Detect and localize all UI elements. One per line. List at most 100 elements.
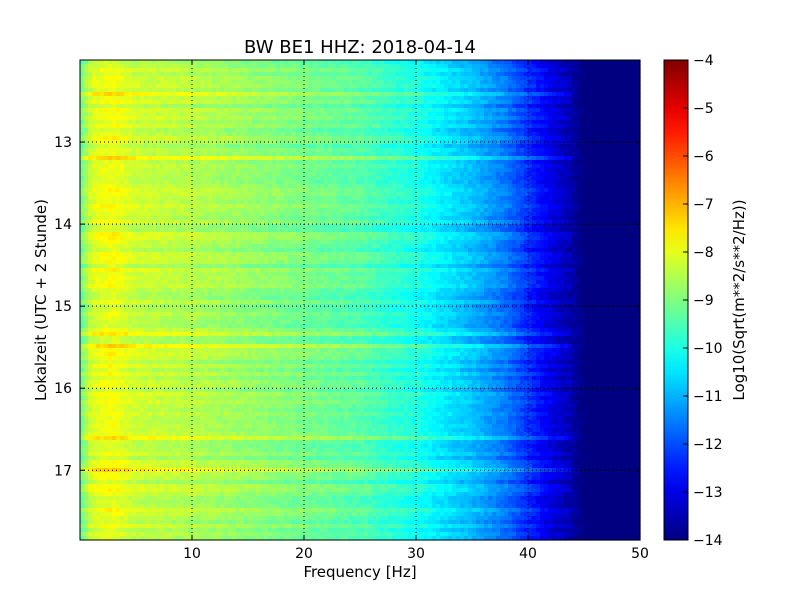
heatmap-cell [168,144,173,149]
heatmap-cell [356,120,361,125]
heatmap-cell [400,92,405,97]
heatmap-cell [612,132,617,137]
heatmap-cell [396,92,401,97]
heatmap-cell [544,148,549,153]
heatmap-cell [528,132,533,137]
heatmap-cell [408,100,413,105]
heatmap-cell [220,72,225,77]
heatmap-cell [144,100,149,105]
heatmap-cell [296,172,301,177]
heatmap-cell [248,88,253,93]
heatmap-cell [292,148,297,153]
heatmap-cell [460,92,465,97]
heatmap-cell [196,120,201,125]
heatmap-cell [348,152,353,157]
heatmap-cell [620,172,625,177]
heatmap-cell [112,160,117,165]
heatmap-cell [604,60,609,65]
heatmap-cell [260,84,265,89]
heatmap-cell [492,144,497,149]
heatmap-cell [324,100,329,105]
heatmap-cell [116,156,121,161]
heatmap-cell [324,144,329,149]
heatmap-cell [528,72,533,77]
heatmap-cell [304,100,309,105]
heatmap-cell [288,120,293,125]
heatmap-cell [324,112,329,117]
heatmap-cell [424,152,429,157]
heatmap-cell [444,156,449,161]
heatmap-cell [448,196,453,201]
heatmap-cell [588,60,593,65]
heatmap-cell [332,140,337,145]
heatmap-cell [216,60,221,65]
heatmap-cell [204,84,209,89]
heatmap-cell [260,192,265,197]
heatmap-cell [276,184,281,189]
heatmap-cell [364,88,369,93]
heatmap-cell [608,188,613,193]
heatmap-cell [132,124,137,129]
heatmap-cell [552,100,557,105]
heatmap-cell [308,168,313,173]
heatmap-cell [84,120,89,125]
heatmap-cell [300,104,305,109]
heatmap-cell [232,180,237,185]
heatmap-cell [196,88,201,93]
heatmap-cell [612,196,617,201]
heatmap-cell [340,148,345,153]
heatmap-cell [500,156,505,161]
heatmap-cell [432,120,437,125]
heatmap-cell [396,108,401,113]
heatmap-cell [348,120,353,125]
heatmap-cell [324,124,329,129]
heatmap-cell [152,180,157,185]
heatmap-cell [172,172,177,177]
heatmap-cell [620,156,625,161]
heatmap-cell [452,112,457,117]
heatmap-cell [384,60,389,65]
heatmap-cell [300,112,305,117]
heatmap-cell [576,124,581,129]
heatmap-cell [420,184,425,189]
heatmap-cell [196,200,201,205]
heatmap-cell [304,80,309,85]
heatmap-cell [348,60,353,65]
heatmap-cell [604,160,609,165]
heatmap-cell [616,140,621,145]
heatmap-cell [384,164,389,169]
heatmap-cell [296,164,301,169]
heatmap-cell [388,72,393,77]
heatmap-cell [276,168,281,173]
heatmap-cell [232,112,237,117]
heatmap-cell [240,164,245,169]
heatmap-cell [456,160,461,165]
heatmap-cell [160,104,165,109]
heatmap-cell [480,148,485,153]
heatmap-cell [312,180,317,185]
heatmap-cell [160,84,165,89]
heatmap-cell [496,72,501,77]
heatmap-cell [456,84,461,89]
heatmap-cell [628,60,633,65]
heatmap-cell [332,128,337,133]
heatmap-cell [532,96,537,101]
heatmap-cell [140,160,145,165]
heatmap-cell [412,196,417,201]
heatmap-cell [496,196,501,201]
heatmap-cell [200,100,205,105]
heatmap-cell [632,76,637,81]
heatmap-cell [312,144,317,149]
heatmap-cell [164,92,169,97]
heatmap-cell [88,140,93,145]
heatmap-cell [568,76,573,81]
heatmap-cell [484,76,489,81]
heatmap-cell [232,72,237,77]
heatmap-cell [200,104,205,109]
heatmap-cell [608,92,613,97]
heatmap-cell [380,176,385,181]
heatmap-cell [552,108,557,113]
heatmap-cell [284,168,289,173]
heatmap-cell [216,116,221,121]
heatmap-cell [600,188,605,193]
